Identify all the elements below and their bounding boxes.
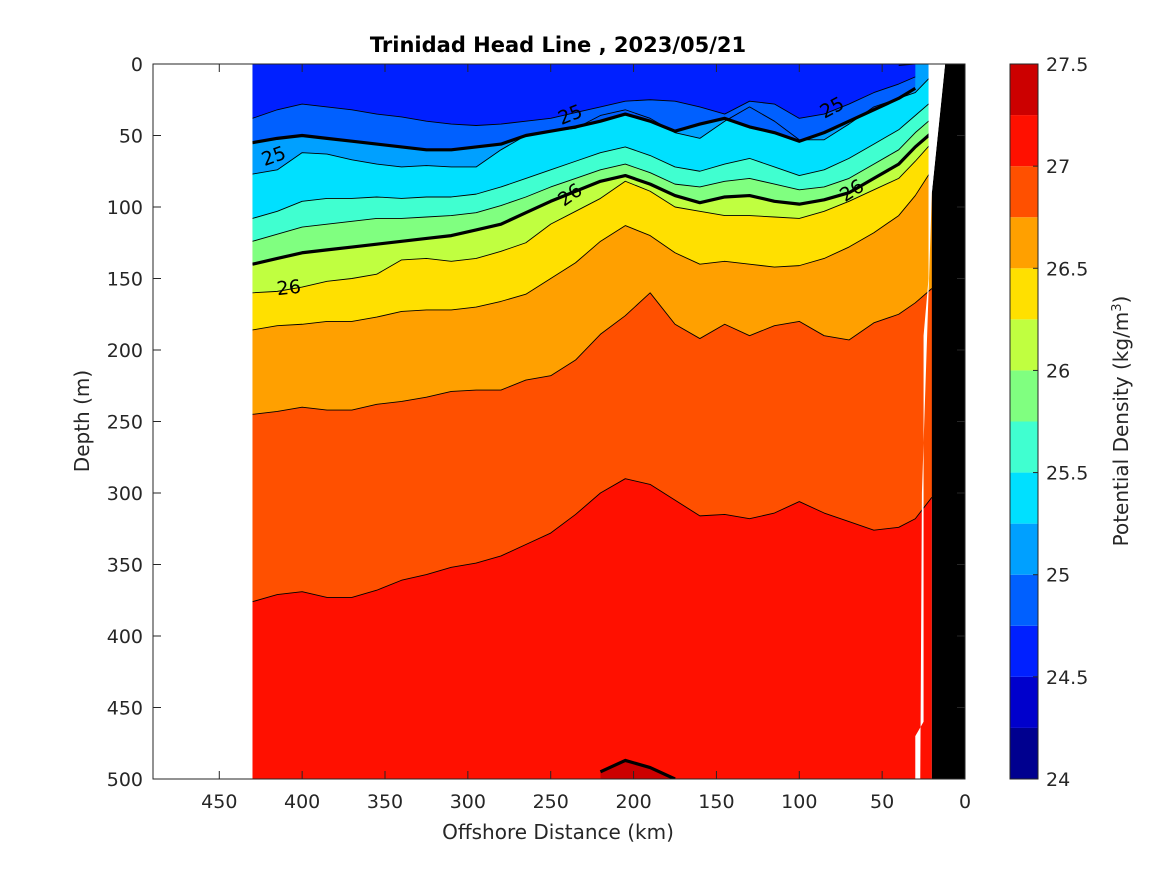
isopycnal-line — [252, 169, 933, 331]
isopycnal-line — [252, 100, 933, 219]
x-tick-label: 200 — [615, 791, 651, 813]
colorbar-swatch — [1010, 268, 1038, 320]
colorbar-frame — [1009, 63, 1039, 780]
colorbar-label-suffix: ) — [1109, 296, 1133, 304]
x-tick-label: 150 — [698, 791, 734, 813]
colorbar-tick-label: 26 — [1046, 360, 1070, 382]
density-band — [252, 64, 916, 126]
y-tick-label: 250 — [107, 412, 143, 434]
isopycnal-line — [252, 288, 933, 415]
colorbar-tick-label: 27.5 — [1046, 54, 1088, 76]
colorbar-swatch — [1010, 370, 1038, 422]
colorbar-label-superscript: 3 — [1110, 303, 1125, 311]
y-tick-label: 300 — [107, 483, 143, 505]
colorbar-swatch — [1010, 625, 1038, 677]
y-tick-label: 150 — [107, 269, 143, 291]
bathymetry-layer — [153, 64, 965, 779]
colorbar-swatch — [1010, 217, 1038, 269]
y-tick-label: 400 — [107, 626, 143, 648]
colorbar-tick-label: 27 — [1046, 156, 1070, 178]
isopycnal-line — [252, 478, 933, 603]
colorbar-tick-label: 26.5 — [1046, 258, 1088, 280]
contour-label: 26 — [276, 276, 302, 300]
colorbar-tick-label: 25 — [1046, 565, 1070, 587]
y-tick-label: 450 — [107, 698, 143, 720]
y-axis-label: Depth (m) — [70, 370, 94, 472]
colorbar: 24 24.5 25 25.5 26 26.5 27 27.5 — [1009, 54, 1088, 791]
y-axis: 0 50 100 150 200 250 300 350 400 450 500 — [107, 54, 965, 791]
x-tick-label: 100 — [781, 791, 817, 813]
colorbar-swatch — [1010, 676, 1038, 728]
y-tick-label: 100 — [107, 197, 143, 219]
x-tick-label: 250 — [533, 791, 569, 813]
isopycnal-line — [599, 758, 676, 779]
colorbar-swatch — [1010, 115, 1038, 167]
colorbar-label: Potential Density (kg/m3) — [1109, 296, 1133, 547]
x-tick-label: 0 — [959, 791, 971, 813]
isopycnal-line — [252, 131, 933, 266]
isopycnal-line-layer — [252, 64, 933, 779]
colorbar-swatch — [1010, 574, 1038, 626]
density-fill-layer — [252, 64, 932, 779]
isopycnal-line — [252, 142, 933, 294]
colorbar-swatch — [1010, 319, 1038, 371]
colorbar-tick-label: 24.5 — [1046, 667, 1088, 689]
colorbar-swatch — [1010, 64, 1038, 116]
y-tick-label: 200 — [107, 340, 143, 362]
isopycnal-line — [252, 75, 933, 175]
colorbar-tick-label: 25.5 — [1046, 463, 1088, 485]
x-tick-label: 350 — [367, 791, 403, 813]
x-tick-label: 400 — [284, 791, 320, 813]
bathymetry — [931, 64, 965, 779]
x-tick-label: 450 — [201, 791, 237, 813]
no-data-offshore — [153, 64, 253, 779]
no-data-region — [915, 64, 946, 779]
chart-title: Trinidad Head Line , 2023/05/21 — [370, 33, 746, 57]
x-axis: 450 400 350 300 250 200 150 100 50 0 — [201, 64, 971, 813]
colorbar-swatch — [1010, 421, 1038, 473]
x-axis-label: Offshore Distance (km) — [442, 820, 674, 844]
colorbar-swatch — [1010, 523, 1038, 575]
y-tick-label: 50 — [119, 126, 143, 148]
colorbar-swatch — [1010, 166, 1038, 218]
x-tick-label: 50 — [870, 791, 894, 813]
x-tick-label: 300 — [450, 791, 486, 813]
y-tick-label: 500 — [107, 769, 143, 791]
density-feature — [600, 760, 675, 779]
colorbar-label-main: Potential Density (kg/m — [1109, 312, 1133, 547]
colorbar-tick-label: 24 — [1046, 769, 1070, 791]
y-tick-label: 350 — [107, 555, 143, 577]
colorbar-swatch — [1010, 727, 1038, 779]
colorbar-swatch — [1010, 472, 1038, 524]
isopycnal-line — [252, 76, 916, 126]
isopycnal-line — [252, 86, 917, 152]
y-tick-label: 0 — [131, 54, 143, 76]
isopycnal-line — [252, 117, 933, 242]
